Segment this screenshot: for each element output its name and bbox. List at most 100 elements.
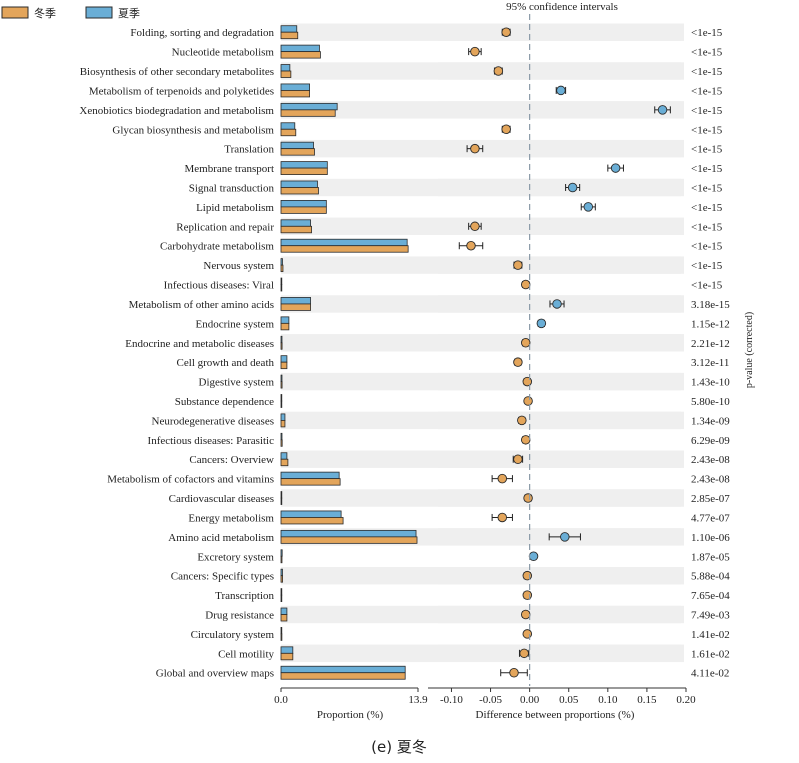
category-label: Cancers: Overview	[189, 454, 274, 466]
bar-winter	[280, 128, 297, 137]
category-label: Glycan biosynthesis and metabolism	[112, 124, 274, 136]
bar-winter	[280, 458, 289, 467]
mean-point	[610, 163, 621, 173]
p-value-label: <1e-15	[691, 241, 723, 253]
p-value-label: <1e-15	[691, 260, 723, 272]
category-label: Global and overview maps	[156, 668, 274, 680]
p-value-label: 5.88e-04	[691, 571, 730, 583]
mean-point	[556, 85, 566, 96]
p-value-label: 7.49e-03	[691, 610, 730, 622]
pvalue-axis-label: p-value (corrected)	[744, 312, 755, 388]
p-value-label: <1e-15	[691, 85, 723, 97]
category-label: Xenobiotics biodegradation and metabolis…	[79, 105, 274, 117]
bar-winter	[280, 478, 341, 486]
bar-summer	[280, 219, 311, 227]
bar-winter	[280, 497, 283, 505]
p-value-label: 4.77e-07	[691, 512, 730, 524]
p-value-label: <1e-15	[691, 124, 723, 136]
bar-winter	[280, 284, 283, 292]
row-stripe-diff	[438, 178, 684, 197]
category-label: Cell growth and death	[177, 357, 275, 369]
legend-label-summer: 夏季	[118, 7, 140, 20]
difference-tick-label: 0.00	[520, 694, 540, 706]
p-value-label: 1.15e-12	[691, 318, 730, 330]
bar-winter	[280, 594, 283, 602]
p-value-label: <1e-15	[691, 202, 723, 214]
p-value-label: <1e-15	[691, 105, 723, 117]
mean-point	[520, 279, 531, 290]
category-label: Cardiovascular diseases	[169, 493, 274, 505]
bar-summer	[280, 335, 283, 344]
mean-point	[528, 551, 539, 562]
row-stripe-diff	[438, 605, 684, 624]
figure-caption: (e) 夏冬	[371, 738, 427, 756]
mean-point	[501, 124, 511, 135]
bar-summer	[280, 161, 328, 169]
p-value-label: 2.43e-08	[691, 454, 730, 466]
mean-point	[536, 318, 547, 329]
category-label: Translation	[224, 144, 274, 156]
row-stripe-diff	[438, 566, 684, 585]
row-stripe-diff	[438, 372, 684, 391]
mean-point	[523, 493, 533, 503]
mean-point	[497, 473, 508, 484]
mean-point	[501, 27, 511, 37]
row-stripe-diff	[438, 101, 684, 119]
category-label: Folding, sorting and degradation	[130, 27, 274, 39]
mean-point	[513, 454, 523, 464]
category-label: Nervous system	[203, 260, 274, 272]
bar-summer	[280, 491, 283, 499]
bar-summer	[280, 607, 288, 615]
bar-summer	[280, 297, 311, 305]
p-value-label: 1.10e-06	[691, 532, 730, 544]
bar-winter	[280, 245, 409, 253]
bar-winter	[280, 225, 312, 234]
category-label: Replication and repair	[176, 221, 274, 233]
category-label: Digestive system	[199, 377, 275, 389]
mean-point	[583, 202, 594, 212]
p-value-label: 7.65e-04	[691, 590, 730, 602]
bar-summer	[280, 25, 298, 33]
difference-tick-label: -0.05	[479, 694, 502, 706]
category-label: Drug resistance	[205, 610, 274, 622]
bar-summer	[280, 568, 283, 577]
bar-winter	[280, 70, 292, 78]
bar-summer	[280, 413, 286, 421]
p-value-label: 2.85e-07	[691, 493, 730, 505]
mean-point	[522, 629, 533, 639]
mean-point	[497, 512, 508, 523]
p-value-labels: <1e-15 <1e-15 <1e-15 <1e-15 <1e-15 <1e-15 <1e-…	[691, 27, 730, 680]
bar-summer	[280, 102, 338, 111]
p-value-label: <1e-15	[691, 221, 723, 233]
bar-summer	[280, 627, 283, 635]
bar-winter	[280, 361, 288, 370]
bar-winter	[280, 420, 286, 428]
bar-summer	[280, 44, 320, 53]
row-stripe-diff	[438, 62, 684, 80]
bar-summer	[280, 64, 291, 72]
p-value-label: 1.87e-05	[691, 551, 730, 563]
mean-point	[552, 299, 562, 309]
row-stripe-diff	[438, 256, 684, 274]
category-label: Excretory system	[197, 551, 274, 563]
mean-point	[560, 532, 570, 542]
category-label: Biosynthesis of other secondary metaboli…	[80, 66, 274, 78]
bar-summer	[280, 374, 283, 382]
mean-point	[657, 105, 668, 115]
bar-summer	[280, 665, 406, 674]
category-label: Neurodegenerative diseases	[152, 415, 274, 427]
category-label: Circulatory system	[191, 629, 275, 641]
difference-tick-label: -0.10	[440, 694, 463, 706]
bar-winter	[280, 90, 310, 98]
mean-point	[513, 357, 523, 367]
category-label: Infectious diseases: Viral	[164, 280, 274, 292]
bar-summer	[280, 588, 283, 596]
p-value-label: <1e-15	[691, 27, 723, 39]
difference-tick-label: 0.15	[637, 694, 657, 706]
p-value-label: <1e-15	[691, 280, 723, 292]
category-label: Nucleotide metabolism	[172, 47, 275, 59]
mean-point	[520, 609, 531, 620]
p-value-label: 2.43e-08	[691, 474, 730, 486]
row-stripe-diff	[438, 489, 684, 507]
ci-title: 95% confidence intervals	[506, 1, 618, 13]
